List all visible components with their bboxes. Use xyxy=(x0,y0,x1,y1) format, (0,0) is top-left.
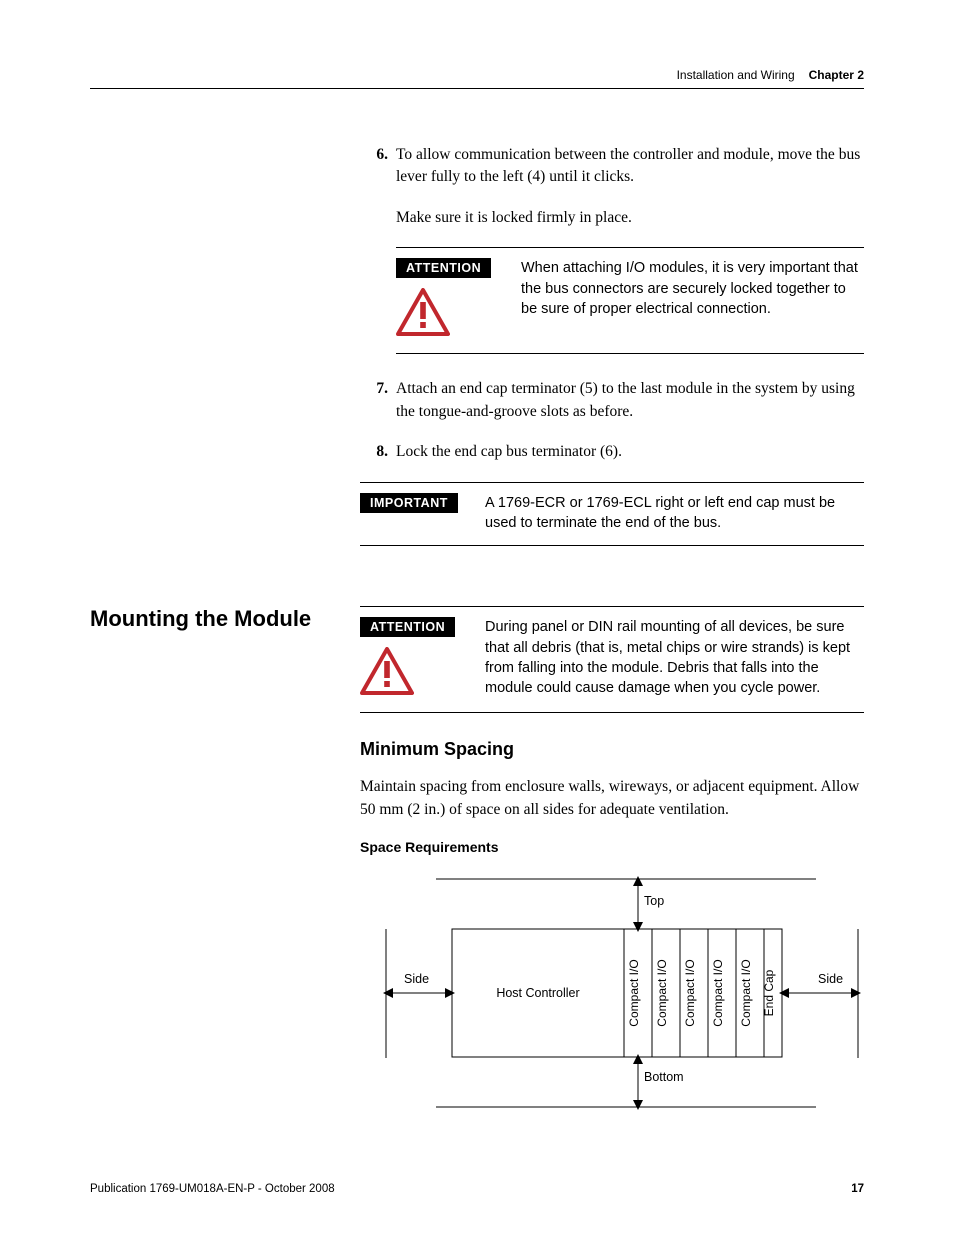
io-label: Compact I/O xyxy=(655,960,669,1027)
page-number: 17 xyxy=(851,1183,864,1195)
mounting-section: Mounting the Module ATTENTION During pan… xyxy=(90,606,864,1126)
section-title: Mounting the Module xyxy=(90,606,360,1126)
step-6-follow: Make sure it is locked firmly in place. xyxy=(396,207,864,229)
attention-text: During panel or DIN rail mounting of all… xyxy=(485,617,864,700)
side-label: Side xyxy=(404,972,429,986)
header-section: Installation and Wiring xyxy=(677,68,795,82)
endcap-label: End Cap xyxy=(762,970,776,1017)
page-header: Installation and Wiring Chapter 2 xyxy=(90,68,864,89)
page-footer: Publication 1769-UM018A-EN-P - October 2… xyxy=(90,1183,864,1195)
host-label: Host Controller xyxy=(496,986,579,1000)
io-label: Compact I/O xyxy=(627,960,641,1027)
space-requirements-diagram: Host Controller Compact I/O Compact I/O … xyxy=(360,863,864,1126)
sub-text: Maintain spacing from enclosure walls, w… xyxy=(360,776,864,821)
io-label: Compact I/O xyxy=(739,960,753,1027)
alert-triangle-icon xyxy=(396,288,521,341)
attention-text: When attaching I/O modules, it is very i… xyxy=(521,258,864,341)
figure-title: Space Requirements xyxy=(360,839,864,855)
important-text: A 1769-ECR or 1769-ECL right or left end… xyxy=(485,493,864,534)
step-6: 6. To allow communication between the co… xyxy=(360,144,864,189)
step-text: To allow communication between the contr… xyxy=(396,144,864,189)
step-text: Attach an end cap terminator (5) to the … xyxy=(396,378,864,423)
step-number: 7. xyxy=(360,378,396,423)
important-callout: IMPORTANT A 1769-ECR or 1769-ECL right o… xyxy=(360,482,864,547)
sub-heading: Minimum Spacing xyxy=(360,739,864,760)
main-content: 6. To allow communication between the co… xyxy=(360,144,864,546)
step-7: 7. Attach an end cap terminator (5) to t… xyxy=(360,378,864,423)
alert-triangle-icon xyxy=(360,647,485,700)
top-label: Top xyxy=(644,894,664,908)
io-label: Compact I/O xyxy=(711,960,725,1027)
step-text: Lock the end cap bus terminator (6). xyxy=(396,441,864,463)
attention-callout-2: ATTENTION During panel or DIN rail mount… xyxy=(360,606,864,713)
step-number: 8. xyxy=(360,441,396,463)
attention-badge: ATTENTION xyxy=(360,617,455,637)
side-label: Side xyxy=(818,972,843,986)
important-badge: IMPORTANT xyxy=(360,493,458,513)
step-8: 8. Lock the end cap bus terminator (6). xyxy=(360,441,864,463)
io-label: Compact I/O xyxy=(683,960,697,1027)
header-chapter: Chapter 2 xyxy=(809,68,864,82)
attention-callout-1: ATTENTION When attaching I/O modules, it… xyxy=(396,247,864,354)
step-number: 6. xyxy=(360,144,396,189)
bottom-label: Bottom xyxy=(644,1070,684,1084)
publication-id: Publication 1769-UM018A-EN-P - October 2… xyxy=(90,1183,335,1195)
attention-badge: ATTENTION xyxy=(396,258,491,278)
